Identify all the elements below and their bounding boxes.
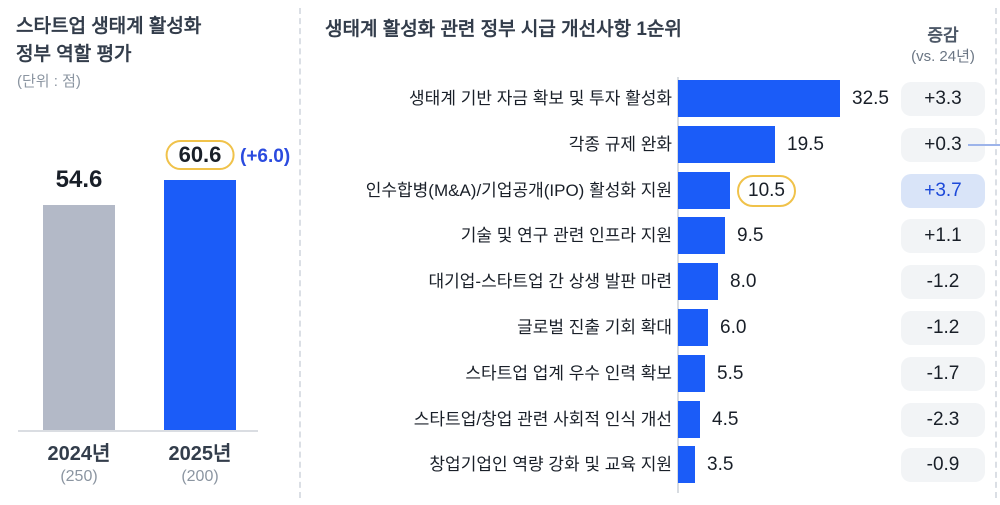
section-divider-left — [299, 8, 301, 498]
priority-row-delta-badge: -1.2 — [901, 265, 985, 300]
priority-row-label: 스타트업 업계 우수 인력 확보 — [465, 363, 672, 383]
section-divider-right — [995, 8, 997, 498]
priority-row-delta-badge: -1.7 — [901, 356, 985, 391]
priority-row-label: 인수합병(M&A)/기업공개(IPO) 활성화 지원 — [365, 180, 672, 200]
priority-row-label: 글로벌 진출 기회 확대 — [517, 318, 672, 337]
priority-row-value: 32.5 — [852, 88, 889, 109]
bar-2024-label: 2024년 — [47, 443, 111, 465]
priority-row: 대기업-스타트업 간 상생 발판 마련 8.0 -1.2 — [325, 263, 985, 301]
priority-row: 스타트업/창업 관련 사회적 인식 개선 4.5 -2.3 — [325, 400, 985, 438]
priority-row-bar — [678, 125, 775, 163]
bar-2025-sample-size: (200) — [181, 468, 219, 485]
priority-row-delta-badge: +3.7 — [901, 173, 985, 208]
priority-row-bar — [678, 309, 708, 346]
bar-2025-value-highlight: 60.6 — [165, 140, 235, 170]
priority-row-delta-badge: -0.9 — [901, 448, 985, 483]
bar-2024 — [43, 205, 115, 431]
right-chart-title: 생태계 활성화 관련 정부 시급 개선사항 1순위 — [325, 19, 682, 40]
priority-row-value: 8.0 — [730, 271, 757, 293]
unit-note: (단위 : 점) — [17, 73, 81, 90]
left-chart-title-line1: 스타트업 생태계 활성화 — [16, 16, 202, 37]
delta-column-header: 증감 (vs. 24년) — [901, 25, 985, 66]
priority-row-value: 5.5 — [717, 362, 744, 384]
priority-row: 글로벌 진출 기회 확대 6.0 -1.2 — [325, 309, 985, 346]
bar-2025-label: 2025년 — [168, 443, 232, 465]
left-chart-title: 스타트업 생태계 활성화 정부 역할 평가 — [16, 13, 201, 69]
priority-row-value: 19.5 — [787, 133, 824, 155]
bar-2025-value-pill-wrap: 60.6 — [165, 140, 235, 170]
priority-row-delta-badge: -1.2 — [901, 311, 985, 345]
priority-row: 각종 규제 완화 19.5 +0.3 — [325, 125, 985, 163]
priority-row-label: 각종 규제 완화 — [568, 134, 672, 154]
priority-row-value: 10.5 — [737, 174, 796, 207]
priority-row-value: 4.5 — [712, 408, 739, 430]
delta-header-label: 증감 — [927, 26, 959, 45]
left-chart-title-line2: 정부 역할 평가 — [16, 44, 132, 65]
priority-row-value: 3.5 — [707, 454, 734, 476]
priority-row: 기술 및 연구 관련 인프라 지원 9.5 +1.1 — [325, 217, 985, 255]
priority-row-bar — [678, 446, 695, 484]
priority-row-delta-badge: +1.1 — [901, 219, 985, 254]
priority-row-bar — [678, 217, 725, 255]
bar-2024-sample-size: (250) — [60, 468, 98, 485]
leader-line — [968, 144, 1000, 146]
priority-row: 생태계 기반 자금 확보 및 투자 활성화 32.5 +3.3 — [325, 80, 985, 117]
priority-row-bar — [678, 354, 705, 392]
bar-2025 — [164, 180, 236, 431]
priority-row-value: 6.0 — [720, 317, 747, 338]
priority-row: 인수합병(M&A)/기업공개(IPO) 활성화 지원 10.5 +3.7 — [325, 171, 985, 209]
bar-2025-delta: (+6.0) — [240, 146, 291, 167]
priority-row-label: 대기업-스타트업 간 상생 발판 마련 — [428, 272, 672, 292]
priority-row-label: 기술 및 연구 관련 인프라 지원 — [460, 226, 672, 246]
delta-header-sublabel: (vs. 24년) — [911, 48, 975, 65]
priority-row-delta-badge: +3.3 — [901, 82, 985, 116]
priority-row-label: 생태계 기반 자금 확보 및 투자 활성화 — [409, 89, 672, 108]
priority-row-label: 창업기업인 역량 강화 및 교육 지원 — [429, 455, 672, 475]
left-chart-baseline — [18, 430, 258, 432]
priority-row-bar — [678, 263, 718, 301]
priority-row-label: 스타트업/창업 관련 사회적 인식 개선 — [413, 409, 672, 429]
priority-row-value: 9.5 — [737, 225, 764, 247]
priority-row: 창업기업인 역량 강화 및 교육 지원 3.5 -0.9 — [325, 446, 985, 484]
priority-row: 스타트업 업계 우수 인력 확보 5.5 -1.7 — [325, 354, 985, 392]
priority-row-delta-badge: -2.3 — [901, 402, 985, 437]
priority-row-bar — [678, 80, 840, 117]
priority-row-bar — [678, 400, 700, 438]
bar-2024-value: 54.6 — [55, 166, 103, 193]
priority-row-bar — [678, 171, 730, 209]
